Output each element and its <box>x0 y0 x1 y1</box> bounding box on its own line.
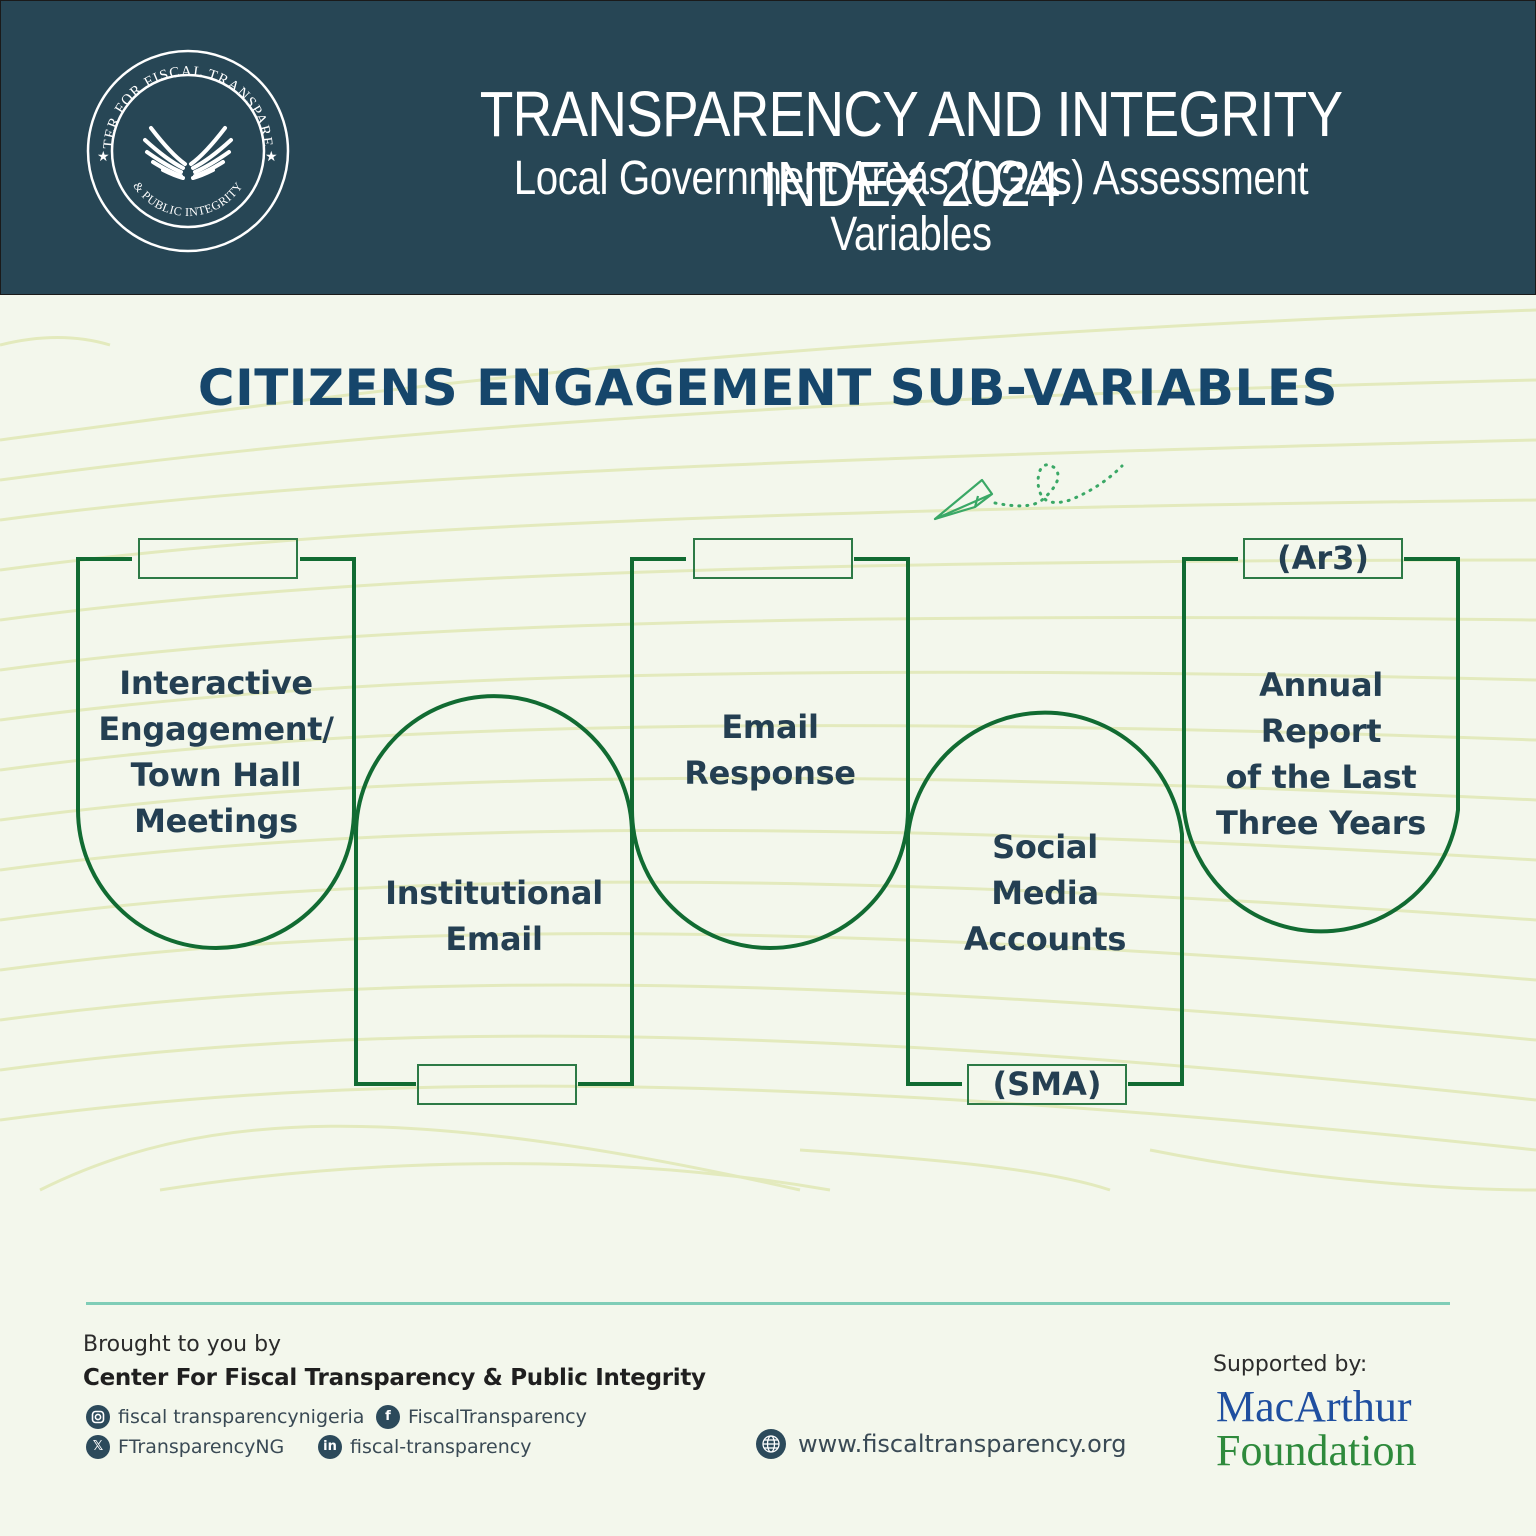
organization-name: Center For Fiscal Transparency & Public … <box>83 1365 706 1391</box>
website-link[interactable]: www.fiscaltransparency.org <box>756 1428 1126 1460</box>
supported-by-label: Supported by: <box>1213 1352 1368 1377</box>
wings-icon <box>143 126 233 180</box>
star-icon: ★ <box>265 149 278 165</box>
node-3-tag-box <box>693 538 853 579</box>
social-linkedin[interactable]: in fiscal-transparency <box>318 1435 531 1459</box>
page-subtitle: Local Government Areas (LGAs) Assessment… <box>513 152 1309 261</box>
node-institutional-email-label: Institutional Email <box>385 874 603 958</box>
section-title: CITIZENS ENGAGEMENT SUB-VARIABLES <box>197 359 1339 417</box>
x-handle: FTransparencyNG <box>118 1436 285 1458</box>
paper-plane-icon <box>933 478 994 521</box>
node-interactive-engagement-label: Interactive Engagement/ Town Hall Meetin… <box>98 664 334 840</box>
node-5-outline <box>1182 557 1460 934</box>
instagram-icon <box>86 1405 110 1429</box>
node-1-outline <box>76 557 356 950</box>
node-4-tag: (SMA) <box>992 1065 1102 1103</box>
globe-icon <box>756 1429 786 1459</box>
website-url: www.fiscaltransparency.org <box>798 1430 1127 1458</box>
node-4-outline <box>906 710 1184 1086</box>
node-social-media-label: Social Media Accounts <box>963 828 1127 958</box>
header-banner: CENTER FOR FISCAL TRANSPARENCY & PUBLIC … <box>0 0 1536 295</box>
page-title: TRANSPARENCY AND INTEGRITY INDEX 2024 <box>479 78 1343 220</box>
social-x[interactable]: 𝕏 FTransparencyNG <box>86 1435 284 1459</box>
node-1-tag-box <box>138 538 298 579</box>
node-email-response-label: Email Response <box>684 708 856 792</box>
x-twitter-icon: 𝕏 <box>86 1435 110 1459</box>
node-5-tag: (Ar3) <box>1276 539 1370 577</box>
facebook-icon: f <box>376 1405 400 1429</box>
brought-by-text: Brought to you by <box>83 1332 282 1357</box>
node-annual-report-label: Annual Report of the Last Three Years <box>1216 666 1426 842</box>
node-4-tag-box <box>967 1064 1127 1105</box>
social-facebook[interactable]: f FiscalTransparency <box>376 1405 587 1429</box>
dotted-flight-path <box>993 463 1124 508</box>
node-5-tag-box <box>1243 538 1403 579</box>
linkedin-icon: in <box>318 1435 342 1459</box>
footer-divider <box>86 1302 1450 1305</box>
instagram-handle: fiscal transparencynigeria <box>118 1406 365 1428</box>
linkedin-handle: fiscal-transparency <box>350 1436 532 1458</box>
star-icon: ★ <box>97 149 110 165</box>
social-instagram[interactable]: fiscal transparencynigeria <box>86 1405 364 1429</box>
sponsor-logo-line1: MacArthur <box>1216 1382 1412 1431</box>
node-2-outline <box>354 694 634 1086</box>
node-2-tag-box <box>417 1064 577 1105</box>
facebook-handle: FiscalTransparency <box>408 1406 587 1428</box>
organization-logo: CENTER FOR FISCAL TRANSPARENCY & PUBLIC … <box>83 46 290 253</box>
node-3-outline <box>630 557 910 950</box>
background-wave-pattern <box>0 308 1536 1192</box>
sponsor-logo-line2: Foundation <box>1216 1426 1417 1475</box>
